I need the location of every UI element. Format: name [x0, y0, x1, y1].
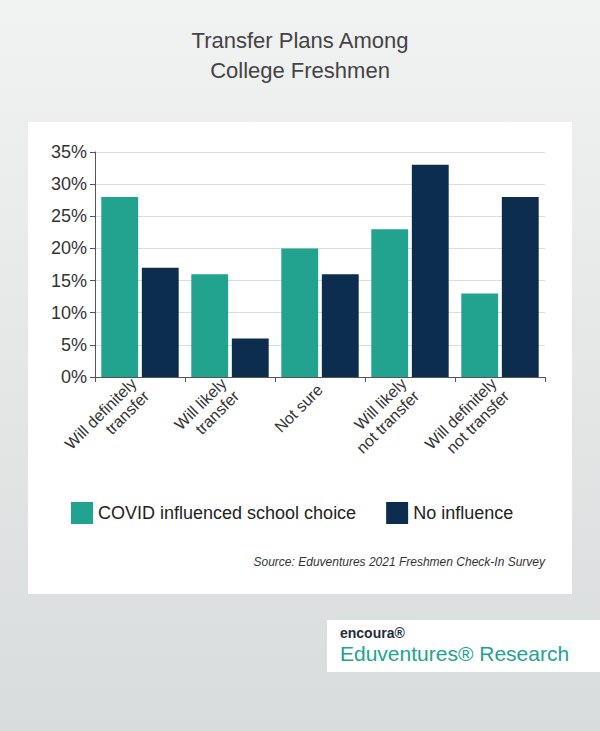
svg-text:Will definitely: Will definitely	[421, 374, 500, 453]
svg-text:5%: 5%	[61, 335, 87, 355]
svg-text:Transfer Plans Among: Transfer Plans Among	[192, 28, 409, 53]
svg-text:20%: 20%	[51, 238, 87, 258]
svg-text:Not sure: Not sure	[271, 381, 326, 436]
svg-text:Eduventures® Research: Eduventures® Research	[340, 642, 569, 665]
svg-text:not transfer: not transfer	[353, 387, 423, 457]
svg-text:30%: 30%	[51, 174, 87, 194]
svg-text:No influence: No influence	[413, 503, 513, 523]
svg-text:not transfer: not transfer	[443, 387, 513, 457]
svg-text:Will likely: Will likely	[171, 374, 230, 434]
svg-text:0%: 0%	[61, 367, 87, 387]
svg-text:encoura®: encoura®	[340, 625, 405, 641]
svg-text:Source: Eduventures 2021 Fresh: Source: Eduventures 2021 Freshmen Check-…	[254, 555, 546, 569]
svg-text:transfer: transfer	[192, 387, 243, 438]
svg-text:35%: 35%	[51, 142, 87, 162]
svg-text:25%: 25%	[51, 206, 87, 226]
svg-text:COVID influenced school choice: COVID influenced school choice	[98, 503, 356, 523]
svg-text:College Freshmen: College Freshmen	[210, 58, 390, 83]
svg-text:Will definitely: Will definitely	[61, 374, 140, 453]
svg-text:10%: 10%	[51, 303, 87, 323]
svg-text:15%: 15%	[51, 271, 87, 291]
svg-text:Will likely: Will likely	[351, 374, 410, 434]
svg-text:transfer: transfer	[102, 387, 153, 438]
